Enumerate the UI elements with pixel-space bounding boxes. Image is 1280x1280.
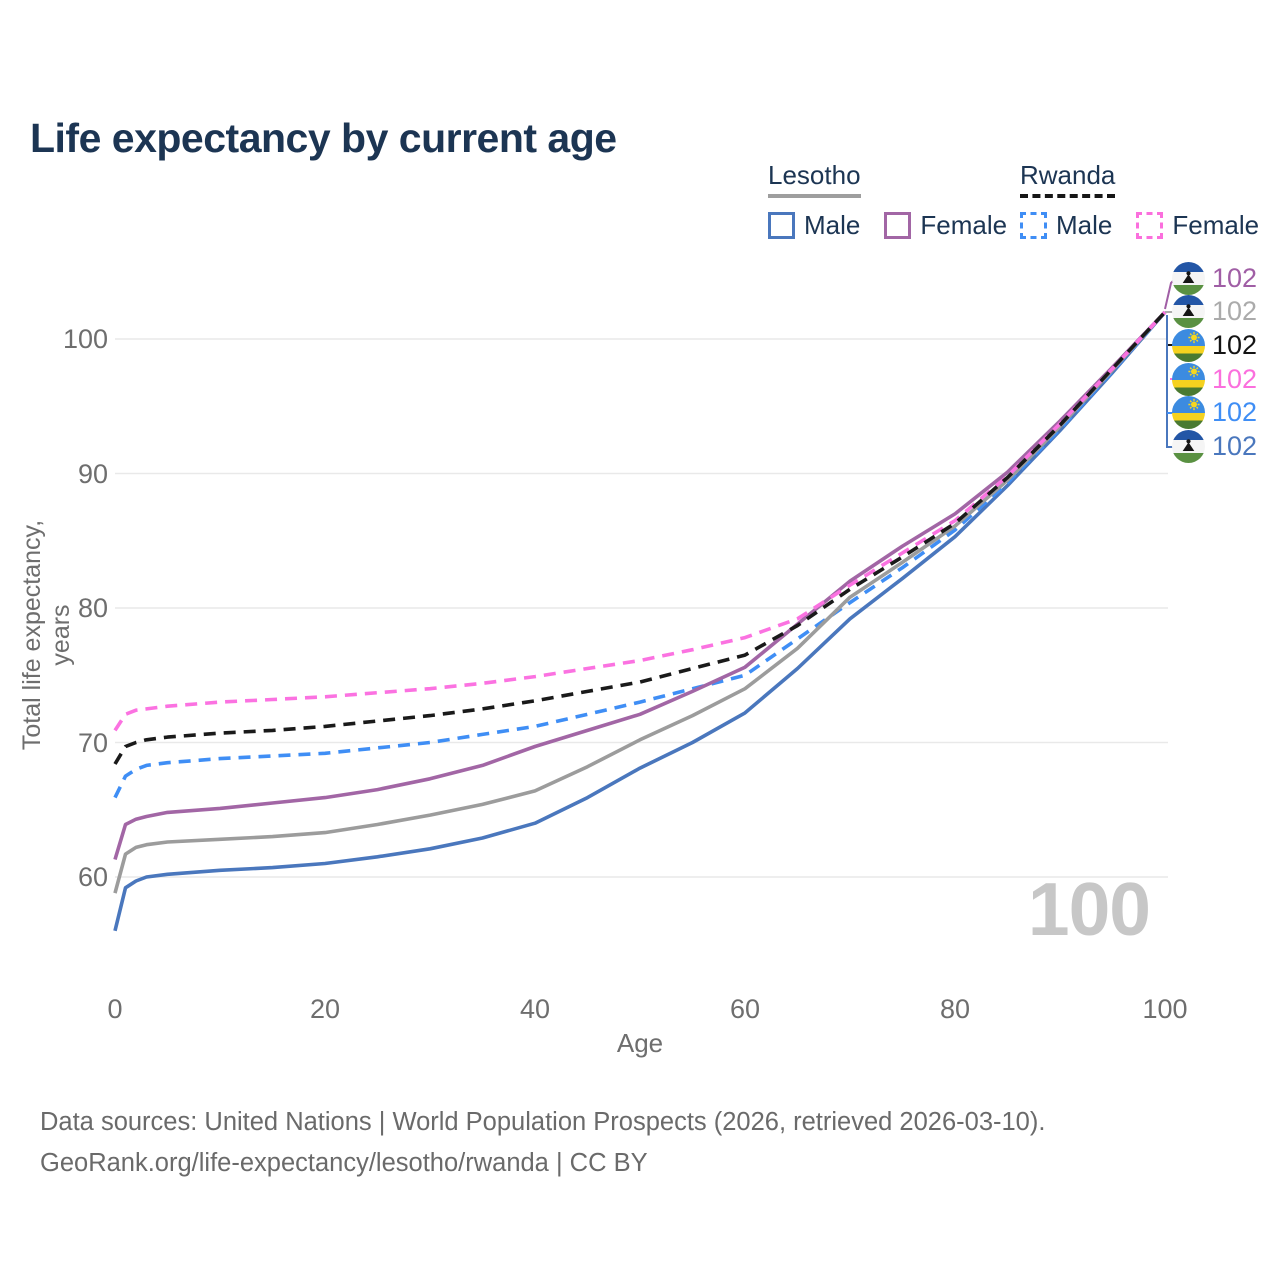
x-tick-label: 0 <box>107 994 123 1024</box>
page-title: Life expectancy by current age <box>30 115 617 162</box>
x-tick-label: 80 <box>939 994 971 1024</box>
y-tick-label: 80 <box>77 593 108 623</box>
end-label-value: 102 <box>1212 431 1258 461</box>
lesotho-female-swatch-icon <box>884 212 912 239</box>
lesotho-flag-icon <box>1172 261 1205 295</box>
end-label-lesotho-both-sexes: 102 <box>1172 295 1257 329</box>
end-label-lesotho-male: 102 <box>1172 430 1257 464</box>
lesotho-male-swatch-icon <box>768 212 795 239</box>
sun-glyph <box>1188 331 1200 343</box>
x-tick-label: 100 <box>1142 994 1188 1024</box>
x-tick-label: 40 <box>519 994 551 1024</box>
legend-item-lesotho-male[interactable]: Male <box>768 210 860 241</box>
lesotho-flag-icon <box>1172 295 1205 329</box>
series-line <box>113 310 1167 765</box>
legend-item-label: Female <box>920 210 1008 240</box>
legend-item-lesotho-female[interactable]: Female <box>884 210 1007 241</box>
end-label-value: 102 <box>1212 363 1258 394</box>
legend-items-lesotho: Male Female <box>768 210 1007 241</box>
end-label-rwanda-male: 102 <box>1172 396 1257 430</box>
mokorotlo-hat-glyph <box>1182 304 1195 317</box>
legend-item-label: Male <box>804 210 861 240</box>
series-line <box>113 310 1167 861</box>
rwanda-male-swatch-icon <box>1020 212 1047 239</box>
end-label-value: 102 <box>1212 262 1258 293</box>
series-line <box>113 310 1167 894</box>
legend-header-rwanda: Rwanda <box>1020 160 1116 198</box>
lesotho-flag-icon <box>1172 430 1205 463</box>
attribution-text: GeoRank.org/life-expectancy/lesotho/rwan… <box>40 1149 648 1177</box>
y-tick-label: 90 <box>77 458 108 489</box>
legend-group-lesotho: Lesotho Male Female <box>768 160 1007 241</box>
rwanda-female-swatch-icon <box>1136 212 1164 239</box>
legend-item-label: Male <box>1056 210 1113 240</box>
legend-items-rwanda: Male Female <box>1020 210 1259 241</box>
series-line <box>113 310 1167 732</box>
footer: Data sources: United Nations | World Pop… <box>40 1102 1045 1184</box>
x-axis-title: Age <box>616 1028 664 1058</box>
x-tick-label: 20 <box>309 994 341 1024</box>
rwanda-flag-icon <box>1172 362 1205 396</box>
legend-group-rwanda: Rwanda Male Female <box>1020 160 1259 241</box>
end-label-value: 102 <box>1212 329 1258 360</box>
series-line <box>113 310 1167 932</box>
data-sources-text: Data sources: United Nations | World Pop… <box>40 1108 1046 1136</box>
mokorotlo-hat-glyph <box>1182 270 1195 283</box>
y-tick-label: 60 <box>77 862 108 892</box>
sun-glyph <box>1188 365 1200 377</box>
x-tick-label: 60 <box>729 994 761 1024</box>
end-label-rwanda-female: 102 <box>1172 362 1257 396</box>
end-label-rwanda-both-sexes: 102 <box>1172 328 1257 362</box>
rwanda-flag-icon <box>1172 396 1205 430</box>
legend-header-lesotho: Lesotho <box>768 160 861 198</box>
end-label-lesotho-female: 102 <box>1172 261 1257 295</box>
end-label-value: 102 <box>1212 296 1258 327</box>
mokorotlo-hat-glyph <box>1182 439 1195 451</box>
legend-item-rwanda-male[interactable]: Male <box>1020 210 1112 241</box>
series-line <box>113 310 1167 799</box>
y-tick-label: 70 <box>77 727 108 758</box>
end-label-value: 102 <box>1212 397 1258 428</box>
legend-item-label: Female <box>1172 210 1260 240</box>
rwanda-flag-icon <box>1172 328 1205 362</box>
y-tick-label: 100 <box>62 324 108 354</box>
legend-item-rwanda-female[interactable]: Female <box>1136 210 1259 241</box>
sun-glyph <box>1188 399 1200 411</box>
age-watermark: 100 <box>1027 867 1151 951</box>
